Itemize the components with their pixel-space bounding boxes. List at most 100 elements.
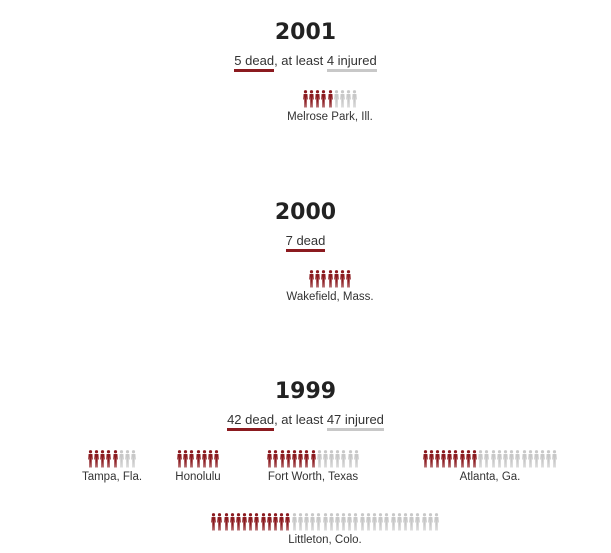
- person-dead-icon: [242, 513, 247, 531]
- person-dead-icon: [292, 450, 297, 468]
- person-injured-icon: [527, 450, 533, 468]
- person-injured-icon: [329, 450, 334, 468]
- person-injured-icon: [409, 513, 414, 531]
- person-dead-icon: [267, 450, 272, 468]
- injured-count: 4 injured: [326, 53, 377, 72]
- person-dead-icon: [466, 450, 471, 468]
- person-injured-icon: [354, 450, 359, 468]
- person-injured-icon: [316, 513, 322, 531]
- person-injured-icon: [323, 450, 328, 468]
- person-dead-icon: [88, 450, 93, 468]
- person-injured-icon: [304, 513, 309, 531]
- incident: Melrose Park, Ill.: [230, 88, 430, 123]
- person-injured-icon: [353, 513, 359, 531]
- person-injured-icon: [478, 450, 484, 468]
- person-injured-icon: [434, 513, 439, 531]
- person-injured-icon: [509, 450, 514, 468]
- person-dead-icon: [309, 90, 314, 108]
- person-injured-icon: [125, 450, 130, 468]
- person-dead-icon: [248, 513, 254, 531]
- incident-location: Honolulu: [175, 471, 221, 483]
- person-dead-icon: [327, 270, 333, 288]
- incident-location: Melrose Park, Ill.: [287, 111, 373, 123]
- person-dead-icon: [459, 450, 465, 468]
- people-figures: [240, 448, 386, 468]
- person-injured-icon: [390, 513, 396, 531]
- person-injured-icon: [396, 513, 402, 531]
- person-dead-icon: [321, 90, 327, 108]
- person-injured-icon: [415, 513, 421, 531]
- incident: Tampa, Fla.: [62, 448, 162, 483]
- person-dead-icon: [236, 513, 241, 531]
- person-injured-icon: [297, 513, 303, 531]
- person-injured-icon: [347, 450, 353, 468]
- person-injured-icon: [322, 513, 328, 531]
- person-dead-icon: [217, 513, 223, 531]
- person-dead-icon: [321, 270, 327, 288]
- person-injured-icon: [131, 450, 136, 468]
- people-figures: [230, 268, 430, 288]
- person-injured-icon: [534, 450, 539, 468]
- incident-location: Tampa, Fla.: [81, 471, 143, 483]
- person-dead-icon: [453, 450, 459, 468]
- person-dead-icon: [100, 450, 106, 468]
- person-injured-icon: [427, 513, 433, 531]
- person-dead-icon: [106, 450, 112, 468]
- person-dead-icon: [441, 450, 446, 468]
- person-injured-icon: [340, 90, 345, 108]
- year-section-2000: 2000 7 dead: [0, 200, 611, 252]
- person-dead-icon: [260, 513, 266, 531]
- person-injured-icon: [347, 513, 353, 531]
- person-injured-icon: [515, 450, 521, 468]
- person-dead-icon: [211, 513, 216, 531]
- person-injured-icon: [341, 513, 346, 531]
- person-dead-icon: [177, 450, 182, 468]
- person-injured-icon: [484, 450, 490, 468]
- person-injured-icon: [335, 513, 340, 531]
- person-injured-icon: [521, 450, 527, 468]
- person-dead-icon: [435, 450, 440, 468]
- person-dead-icon: [310, 450, 316, 468]
- person-dead-icon: [112, 450, 118, 468]
- person-dead-icon: [279, 450, 285, 468]
- person-dead-icon: [223, 513, 229, 531]
- person-dead-icon: [214, 450, 219, 468]
- person-injured-icon: [546, 450, 552, 468]
- incident: Wakefield, Mass.: [230, 268, 430, 303]
- person-dead-icon: [298, 450, 303, 468]
- incident-location: Atlanta, Ga.: [459, 471, 521, 483]
- incident-location: Wakefield, Mass.: [286, 291, 374, 303]
- people-figures: [390, 448, 590, 468]
- person-dead-icon: [189, 450, 195, 468]
- year-summary: 42 dead, at least 47 injured: [0, 411, 611, 431]
- person-dead-icon: [201, 450, 207, 468]
- person-dead-icon: [273, 450, 279, 468]
- person-dead-icon: [447, 450, 453, 468]
- year-heading: 2000: [274, 200, 337, 225]
- person-dead-icon: [315, 90, 320, 108]
- person-dead-icon: [422, 450, 428, 468]
- dead-count: 7 dead: [285, 233, 326, 252]
- person-dead-icon: [195, 450, 201, 468]
- person-injured-icon: [552, 450, 558, 468]
- person-injured-icon: [341, 450, 347, 468]
- person-injured-icon: [359, 513, 365, 531]
- person-dead-icon: [304, 450, 310, 468]
- year-summary: 7 dead: [0, 232, 611, 252]
- person-injured-icon: [352, 90, 358, 108]
- person-dead-icon: [267, 513, 272, 531]
- person-dead-icon: [285, 513, 291, 531]
- person-dead-icon: [346, 270, 351, 288]
- person-dead-icon: [472, 450, 477, 468]
- person-dead-icon: [315, 270, 320, 288]
- person-dead-icon: [208, 450, 213, 468]
- person-dead-icon: [273, 513, 278, 531]
- incident: Fort Worth, Texas: [240, 448, 386, 483]
- people-figures: [230, 88, 430, 108]
- people-figures: [160, 511, 490, 531]
- year-section-1999: 1999 42 dead, at least 47 injured: [0, 379, 611, 431]
- people-figures: [158, 448, 238, 468]
- person-dead-icon: [309, 270, 314, 288]
- person-injured-icon: [384, 513, 390, 531]
- person-injured-icon: [496, 450, 502, 468]
